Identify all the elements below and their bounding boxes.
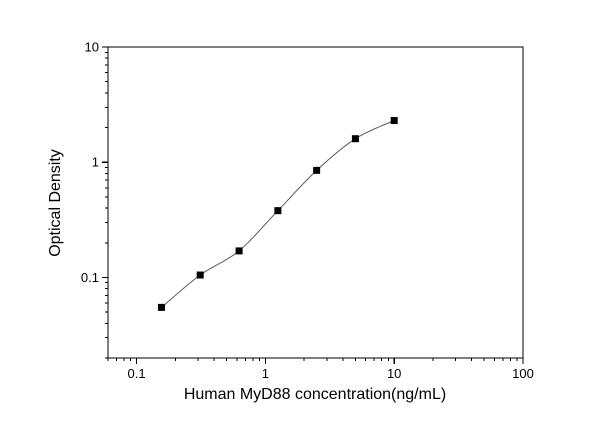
y-tick-label: 1 xyxy=(92,155,99,170)
data-point-marker xyxy=(157,303,165,311)
y-tick-label: 0.1 xyxy=(81,270,99,285)
x-tick-labels: 0.1 1 10 100 xyxy=(128,366,534,381)
x-axis-label: Human MyD88 concentration(ng/mL) xyxy=(184,386,446,403)
data-point-marker xyxy=(274,207,282,215)
x-tick-label: 10 xyxy=(387,366,401,381)
data-point-marker xyxy=(390,117,398,125)
x-tick-label: 100 xyxy=(512,366,534,381)
data-point-marker xyxy=(313,166,321,174)
y-tick-labels: 0.1 1 10 xyxy=(81,40,99,285)
plot-area-border xyxy=(107,46,524,359)
x-tick-label: 1 xyxy=(262,366,269,381)
minor-ticks xyxy=(105,51,518,361)
y-tick-label: 10 xyxy=(85,40,99,55)
x-tick-label: 0.1 xyxy=(128,366,146,381)
data-point-marker xyxy=(351,135,359,143)
data-point-marker xyxy=(235,247,243,255)
data-points xyxy=(157,117,398,311)
data-point-marker xyxy=(196,271,204,279)
y-axis-label: Optical Density xyxy=(47,149,64,257)
major-ticks xyxy=(102,46,524,364)
